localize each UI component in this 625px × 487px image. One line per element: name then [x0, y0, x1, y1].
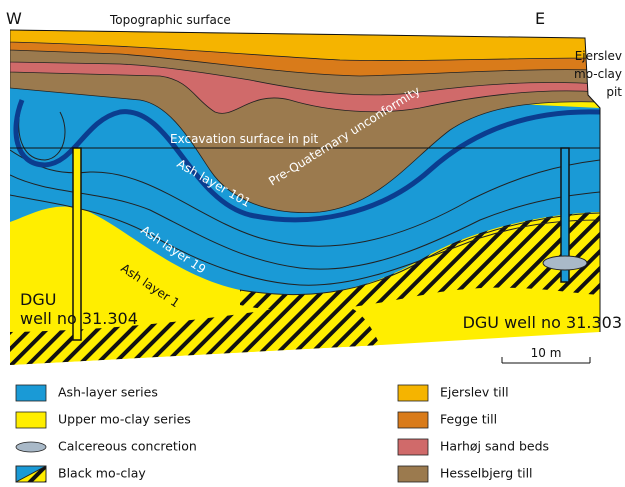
legend-label: Ejerslev till [440, 385, 509, 400]
legend-label: Harhøj sand beds [440, 439, 549, 454]
scale-label: 10 m [531, 346, 562, 360]
legend-label: Black mo-clay [58, 466, 146, 481]
surface-label: Topographic surface [109, 13, 231, 27]
cross-section [10, 30, 600, 365]
well-label: DGU [20, 290, 56, 309]
legend-label: Fegge till [440, 412, 497, 427]
well-label: DGU well no 31.303 [463, 313, 622, 332]
pit-label: Ejerslev [575, 49, 622, 63]
west-label: W [6, 9, 22, 28]
well-label: well no 31.304 [20, 309, 138, 328]
legend [15, 384, 429, 483]
scale-bar [501, 357, 591, 364]
legend-label: Ash-layer series [58, 385, 158, 400]
pit-label: pit [606, 85, 622, 99]
legend-label: Upper mo-clay series [58, 412, 191, 427]
legend-label: Hesselbjerg till [440, 466, 533, 481]
excavation-label: Excavation surface in pit [170, 132, 319, 146]
legend-label: Calcereous concretion [58, 439, 197, 454]
east-label: E [535, 9, 545, 28]
pit-label: mo-clay [574, 67, 622, 81]
